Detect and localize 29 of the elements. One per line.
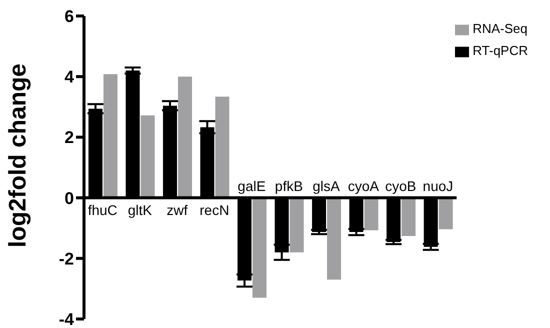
y-axis-title: log2fold change <box>4 63 32 248</box>
bar <box>252 198 267 298</box>
bar <box>290 198 304 252</box>
bar <box>402 198 416 236</box>
bar <box>327 198 342 280</box>
legend-label: RT-qPCR <box>472 43 528 58</box>
y-tick-label: -2 <box>58 249 74 268</box>
bar <box>364 198 378 230</box>
bar <box>103 74 118 198</box>
bar <box>438 198 453 230</box>
legend-label: RNA-Seq <box>472 21 528 36</box>
y-tick-label: 4 <box>64 68 75 87</box>
y-tick-label: 0 <box>64 188 74 208</box>
bar <box>140 115 155 198</box>
x-tick-label: fhuC <box>88 202 118 218</box>
y-tick-label: 6 <box>64 7 74 26</box>
x-tick-label: gltK <box>128 202 153 218</box>
x-tick-label: galE <box>238 178 266 194</box>
x-tick-label: cyoA <box>348 178 380 194</box>
y-tick-label: -4 <box>58 310 75 328</box>
x-tick-label: pfkB <box>274 178 303 194</box>
x-tick-label: recN <box>200 202 230 218</box>
x-tick-label: cyoB <box>385 178 416 194</box>
x-tick-label: zwf <box>166 202 188 218</box>
bar <box>215 96 230 198</box>
x-tick-label: glsA <box>312 178 340 194</box>
bar <box>178 76 192 198</box>
y-tick-label: 2 <box>64 128 74 148</box>
x-tick-label: nuoJ <box>422 178 454 194</box>
